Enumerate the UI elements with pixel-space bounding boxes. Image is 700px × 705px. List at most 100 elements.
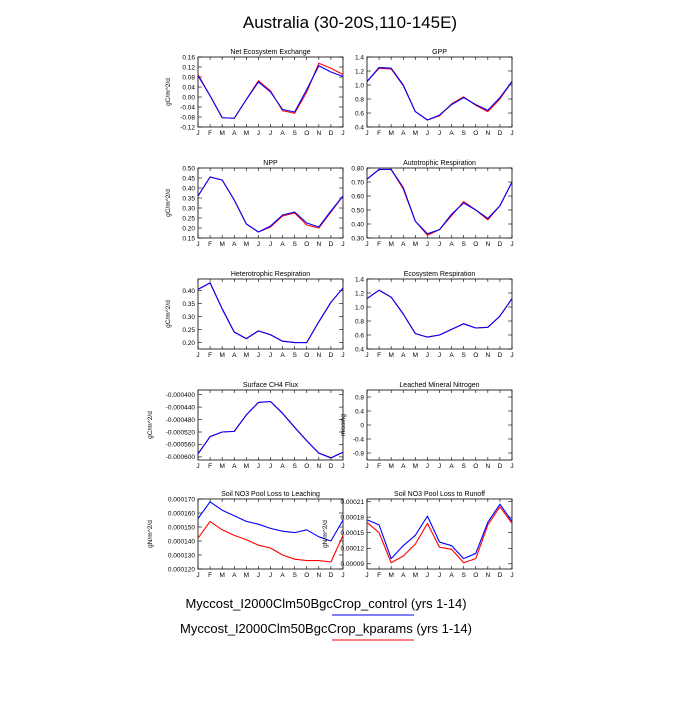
x-tick-label: J [196, 463, 199, 470]
x-tick-label: M [244, 130, 249, 137]
y-tick-label: 0.20 [182, 340, 195, 347]
x-tick-label: A [280, 241, 285, 248]
y-tick-label: 0.50 [182, 165, 195, 172]
x-tick-label: F [208, 130, 212, 137]
series-line-control [366, 503, 513, 560]
panel-frame [366, 498, 513, 570]
series-line-control [197, 501, 344, 542]
y-tick-label: 1.2 [355, 68, 364, 75]
y-axis-label: missing [340, 414, 347, 436]
y-tick-label: 0.000120 [168, 566, 195, 573]
y-tick-label: -0.000400 [166, 392, 196, 399]
y-tick-label: 0.08 [182, 74, 195, 81]
x-tick-label: F [208, 572, 212, 579]
x-tick-label: O [473, 463, 478, 470]
x-tick-label: F [208, 352, 212, 359]
panel-title: Net Ecosystem Exchange [230, 49, 310, 56]
x-tick-label: M [388, 241, 393, 248]
x-tick-label: O [473, 130, 478, 137]
x-tick-label: A [280, 572, 285, 579]
x-tick-label: N [316, 130, 321, 137]
x-tick-label: J [510, 572, 513, 579]
y-tick-label: 0.25 [182, 327, 195, 334]
x-tick-label: D [498, 572, 503, 579]
y-tick-label: 0.20 [182, 225, 195, 232]
y-tick-label: -0.12 [180, 124, 195, 131]
y-tick-label: 0.00018 [341, 514, 365, 521]
y-tick-label: 1.2 [355, 290, 364, 297]
x-tick-label: J [196, 241, 199, 248]
y-tick-label: 0.35 [182, 195, 195, 202]
series-line-control [197, 400, 344, 459]
x-tick-label: A [449, 352, 454, 359]
series-line-control [366, 66, 513, 121]
series-line-control [366, 168, 513, 235]
x-tick-label: S [461, 463, 466, 470]
series-line-kparams [197, 282, 344, 344]
x-tick-label: D [498, 463, 503, 470]
panel-title: Ecosystem Respiration [404, 271, 476, 278]
panel-title: NPP [263, 160, 278, 167]
x-tick-label: M [388, 352, 393, 359]
x-tick-label: D [329, 352, 334, 359]
y-axis-label: gC/m^2/d [165, 78, 172, 106]
panel-frame [366, 167, 513, 239]
x-tick-label: J [438, 352, 441, 359]
x-tick-label: J [438, 241, 441, 248]
x-tick-label: S [461, 572, 466, 579]
y-tick-label: 0 [360, 422, 364, 429]
x-tick-label: A [449, 241, 454, 248]
panel-title: Surface CH4 Flux [243, 382, 299, 389]
x-tick-label: J [510, 130, 513, 137]
y-tick-label: 0.8 [355, 394, 364, 401]
x-tick-label: J [365, 352, 368, 359]
x-tick-label: A [401, 572, 406, 579]
x-tick-label: A [401, 241, 406, 248]
y-tick-label: 0.00021 [341, 499, 365, 506]
x-tick-label: N [485, 352, 490, 359]
x-tick-label: M [219, 463, 224, 470]
x-tick-label: A [232, 241, 237, 248]
x-tick-label: J [257, 241, 260, 248]
panel-frame [366, 389, 513, 461]
x-tick-label: F [377, 352, 381, 359]
y-tick-label: 0.30 [351, 235, 364, 242]
x-tick-label: J [196, 352, 199, 359]
x-tick-label: A [401, 352, 406, 359]
y-tick-label: 0.35 [182, 301, 195, 308]
x-tick-label: J [269, 130, 272, 137]
x-tick-label: S [461, 241, 466, 248]
x-tick-label: M [244, 241, 249, 248]
x-tick-label: J [510, 463, 513, 470]
x-tick-label: J [269, 463, 272, 470]
y-tick-label: 1.0 [355, 304, 364, 311]
y-tick-label: 1.4 [355, 276, 364, 283]
x-tick-label: F [377, 241, 381, 248]
x-tick-label: N [316, 241, 321, 248]
x-tick-label: A [280, 352, 285, 359]
x-tick-label: D [498, 130, 503, 137]
x-tick-label: J [196, 130, 199, 137]
y-axis-label: gC/m^2/d [165, 300, 172, 328]
panel-title: Soil NO3 Pool Loss to Runoff [394, 491, 485, 498]
y-tick-label: 0.8 [355, 318, 364, 325]
x-tick-label: J [365, 241, 368, 248]
x-tick-label: A [401, 463, 406, 470]
x-tick-label: J [365, 130, 368, 137]
series-line-kparams [197, 62, 344, 119]
x-tick-label: O [304, 463, 309, 470]
y-tick-label: -0.04 [180, 104, 195, 111]
x-tick-label: J [438, 130, 441, 137]
y-tick-label: 0.4 [355, 124, 364, 131]
x-tick-label: M [388, 572, 393, 579]
x-tick-label: F [208, 463, 212, 470]
y-tick-label: -0.8 [353, 450, 365, 457]
x-tick-label: N [485, 572, 490, 579]
y-axis-label: gN/m^2/d [322, 520, 329, 548]
x-tick-label: J [269, 572, 272, 579]
